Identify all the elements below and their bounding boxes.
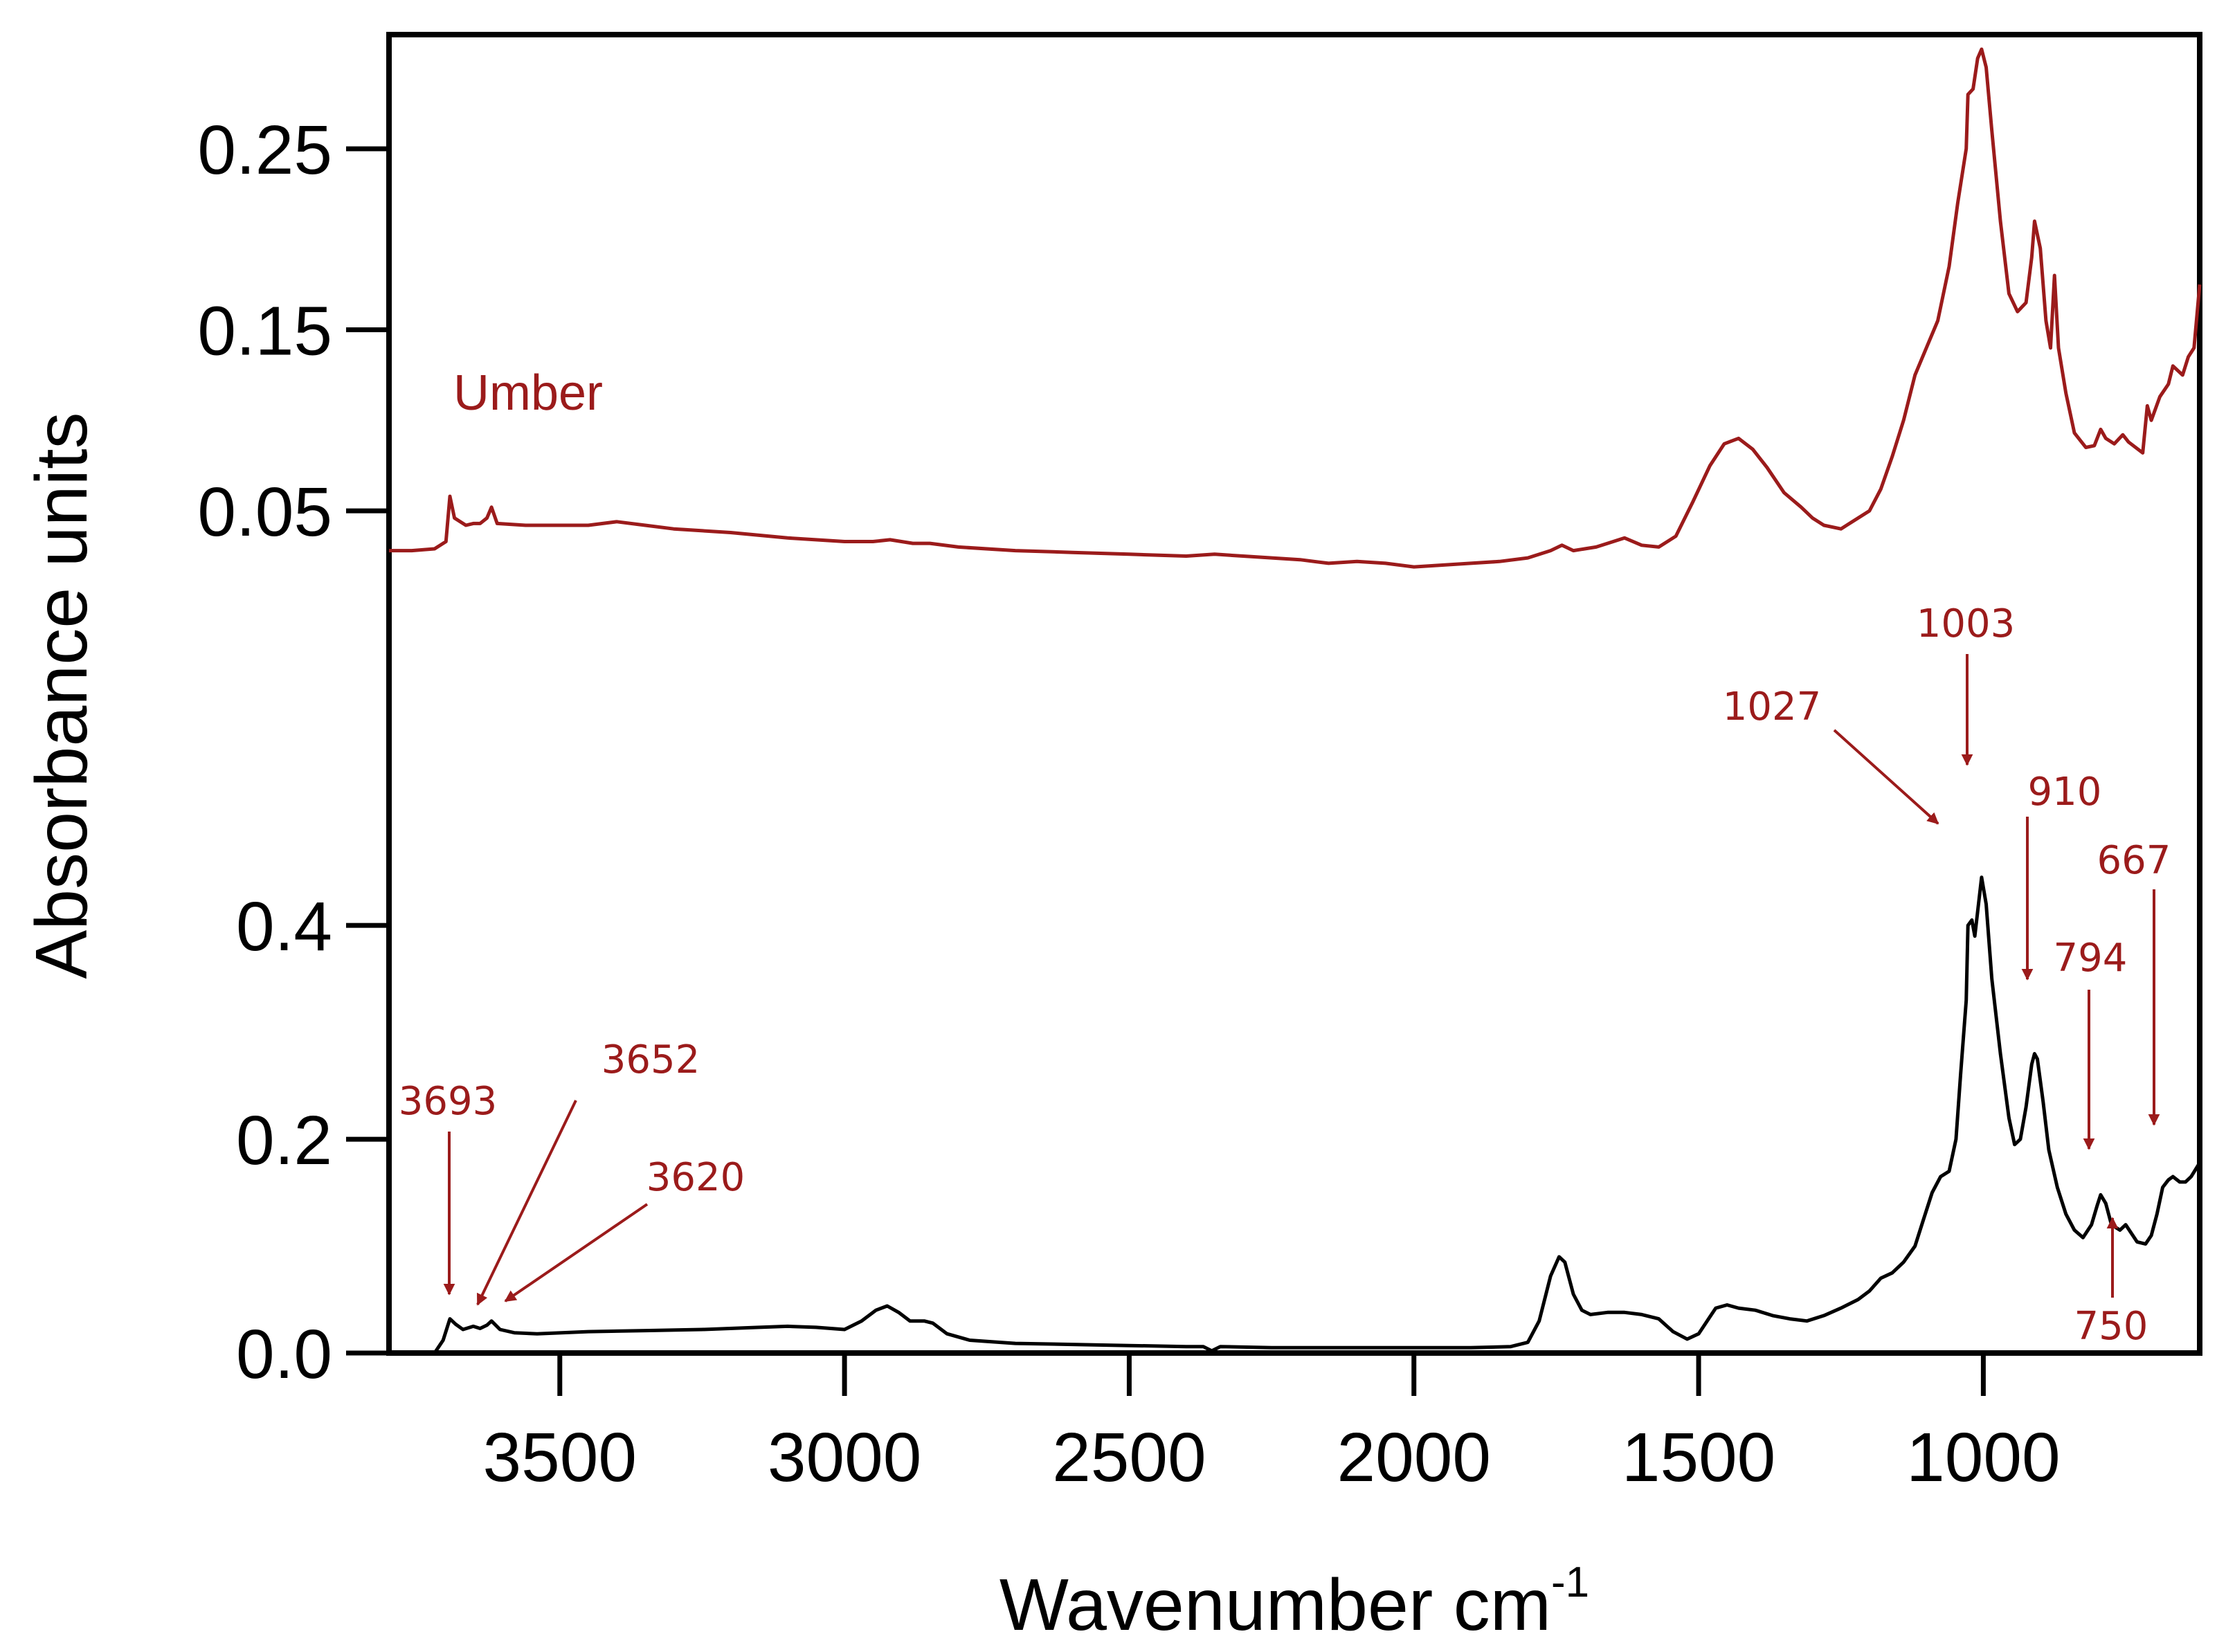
series-line-umber [389, 47, 2202, 569]
annotation-label-3693: 3693 [399, 1079, 498, 1124]
x-axis-title-text: Wavenumber cm [999, 1564, 1551, 1646]
y-axis-title: Absorbance units [21, 412, 102, 979]
y-axis-lower: 0.0 0.2 0.4 [236, 888, 389, 1393]
y-tick-label-upper: 0.25 [197, 111, 332, 189]
plot-frame [386, 32, 2202, 1356]
x-tick-label: 1000 [1906, 1419, 2060, 1496]
y-axis-upper: 0.05 0.15 0.25 [197, 111, 389, 551]
series-label-umber: Umber [453, 365, 603, 421]
x-tick-label: 3000 [768, 1419, 921, 1496]
y-tick-label-upper: 0.15 [197, 293, 332, 370]
x-tick-label: 2000 [1337, 1419, 1491, 1496]
annotation-label-750: 750 [2074, 1304, 2148, 1349]
annotation-label-3620: 3620 [646, 1155, 745, 1200]
x-axis-title-superscript: -1 [1551, 1559, 1589, 1606]
annotation-label-1003: 1003 [1917, 601, 2016, 646]
series-line-lower [389, 875, 2202, 1355]
y-tick-label-lower: 0.4 [236, 888, 332, 965]
annotation-label-910: 910 [2028, 770, 2102, 815]
x-tick-label: 1500 [1622, 1419, 1775, 1496]
y-tick-label-lower: 0.0 [236, 1316, 332, 1393]
x-tick-label: 3500 [483, 1419, 637, 1496]
y-tick-label-upper: 0.05 [197, 473, 332, 551]
annotation-arrow-3652 [476, 1100, 577, 1306]
annotation-label-1027: 1027 [1723, 684, 1822, 729]
annotation-label-3652: 3652 [601, 1037, 700, 1082]
annotation-arrow-3620 [504, 1203, 649, 1302]
x-tick-label: 2500 [1052, 1419, 1206, 1496]
annotation-label-794: 794 [2054, 936, 2128, 981]
x-axis-title: Wavenumber cm-1 [999, 1559, 1589, 1646]
peak-annotations: 3693 3652 3620 1027 1003 910 794 667 750 [399, 601, 2171, 1349]
x-axis: 3500 3000 2500 2000 1500 1000 [483, 1353, 2061, 1496]
annotation-label-667: 667 [2097, 838, 2171, 883]
annotation-arrow-1027 [1833, 729, 1939, 825]
y-tick-label-lower: 0.2 [236, 1102, 332, 1179]
